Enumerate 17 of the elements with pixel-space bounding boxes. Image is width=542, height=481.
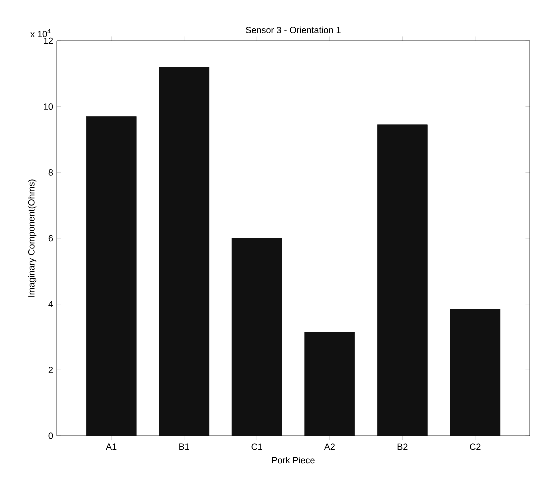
x-tick-label: A2 — [324, 444, 335, 450]
y-tick-label: 12 — [44, 38, 54, 44]
x-tick-label: C1 — [252, 444, 262, 450]
x-tick-label: B2 — [398, 444, 408, 450]
y-tick-label: 4 — [48, 301, 54, 308]
x-tick-label: A1 — [106, 444, 117, 450]
y-tick-label: 0 — [48, 432, 54, 440]
text: x 10$^{4}$ — [30, 29, 51, 38]
y-tick-label: 6 — [48, 235, 54, 242]
y-tick-label: 8 — [48, 169, 54, 176]
y-axis-title: Imaginary Component(Ohms) — [28, 180, 37, 297]
y-tick-label: 2 — [48, 367, 54, 374]
x-tick-label: B1 — [180, 444, 190, 450]
y-tick-label: 10 — [44, 104, 54, 110]
x-axis-title: Pork Piece — [272, 457, 315, 464]
x-tick-label: C2 — [470, 444, 481, 450]
chart-title: Sensor 3 - Orientation 1 — [246, 26, 341, 34]
